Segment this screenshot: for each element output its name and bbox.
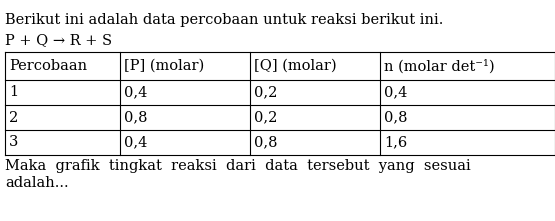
- Text: adalah...: adalah...: [5, 176, 69, 190]
- Text: 0,8: 0,8: [384, 110, 407, 124]
- Text: 3: 3: [9, 135, 18, 149]
- Text: 0,4: 0,4: [124, 135, 148, 149]
- Text: 1,6: 1,6: [384, 135, 407, 149]
- Text: [Q] (molar): [Q] (molar): [254, 59, 337, 73]
- Text: 2: 2: [9, 110, 18, 124]
- Text: 0,4: 0,4: [124, 86, 148, 99]
- Text: Maka  grafik  tingkat  reaksi  dari  data  tersebut  yang  sesuai: Maka grafik tingkat reaksi dari data ter…: [5, 159, 471, 173]
- Text: 1: 1: [9, 86, 18, 99]
- Text: Percobaan: Percobaan: [9, 59, 87, 73]
- Text: n (molar det⁻¹): n (molar det⁻¹): [384, 59, 495, 73]
- Text: [P] (molar): [P] (molar): [124, 59, 204, 73]
- Text: 0,2: 0,2: [254, 86, 278, 99]
- Text: Berikut ini adalah data percobaan untuk reaksi berikut ini.: Berikut ini adalah data percobaan untuk …: [5, 13, 443, 27]
- Text: 0,8: 0,8: [124, 110, 148, 124]
- Text: 0,8: 0,8: [254, 135, 278, 149]
- Text: 0,2: 0,2: [254, 110, 278, 124]
- Text: P + Q → R + S: P + Q → R + S: [5, 33, 112, 47]
- Text: 0,4: 0,4: [384, 86, 407, 99]
